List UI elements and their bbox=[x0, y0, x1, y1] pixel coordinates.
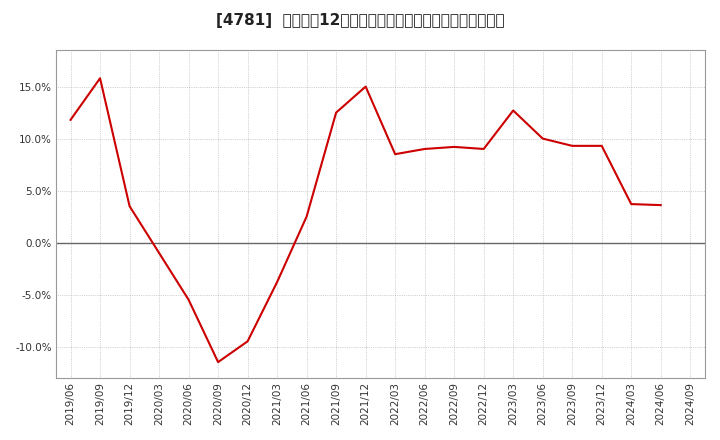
Text: [4781]  売上高の12か月移動合計の対前年同期増減率の推移: [4781] 売上高の12か月移動合計の対前年同期増減率の推移 bbox=[216, 13, 504, 28]
